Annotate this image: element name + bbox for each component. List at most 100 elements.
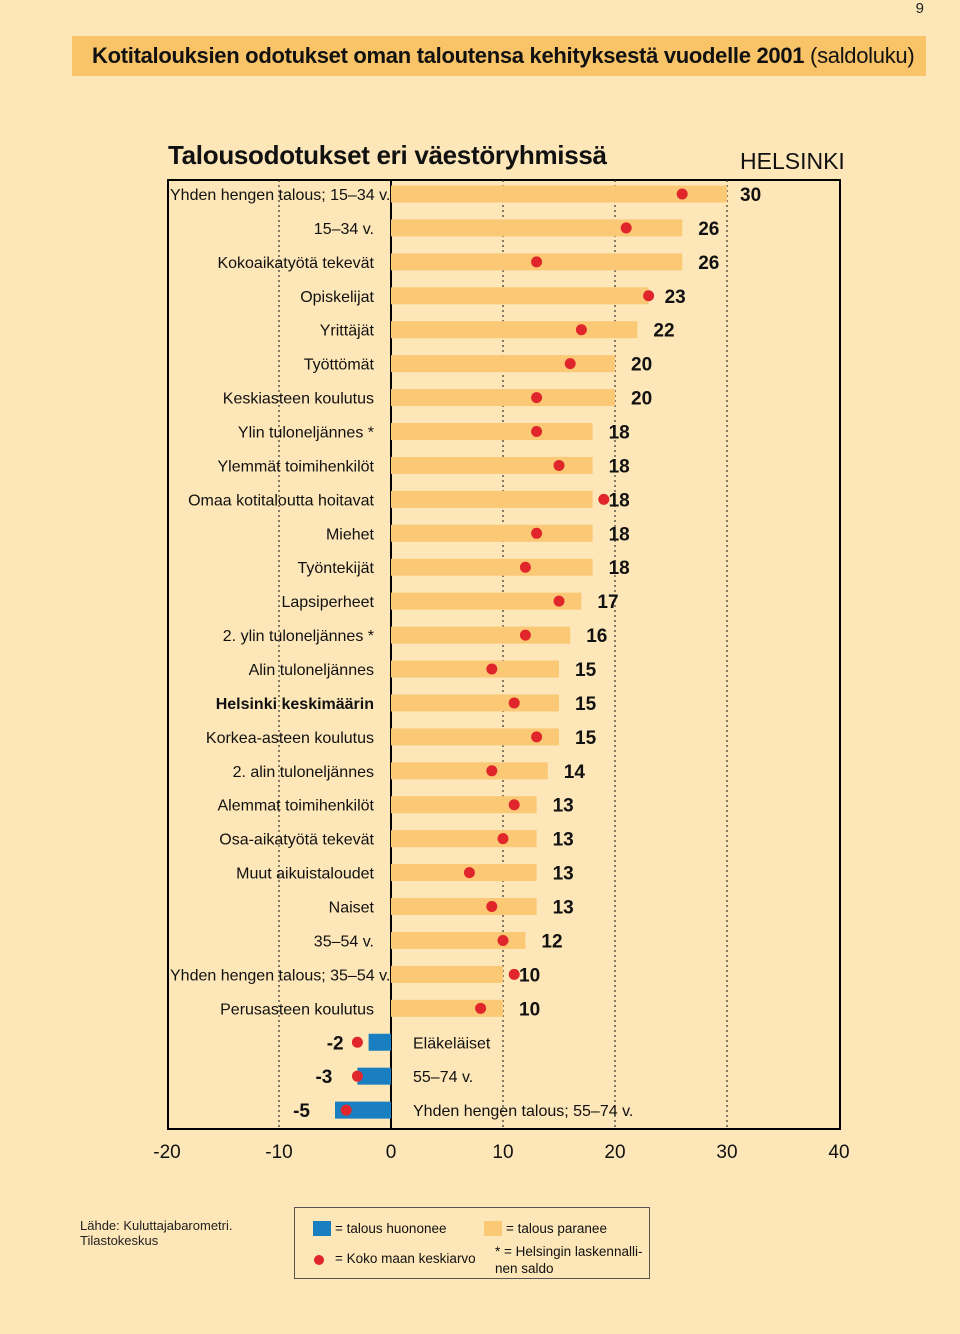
category-label-12: Lapsiperheet [281,594,374,611]
bar-7 [391,423,593,441]
bar-17 [391,762,548,780]
average-marker-24 [475,1002,487,1014]
value-label-8: 18 [609,456,630,477]
category-label-15: Helsinki keskimäärin [216,696,374,713]
category-label-24: Perusasteen koulutus [220,1001,374,1018]
average-marker-9 [598,493,610,505]
chart-title: Talousodotukset eri väestöryhmissä [168,140,607,170]
category-label-6: Keskiasteen koulutus [223,391,374,408]
bar-4 [391,321,638,339]
value-label-0: 30 [740,185,761,206]
category-label-22: 35–54 v. [314,933,374,950]
value-label-18: 13 [553,796,574,817]
bar-24 [391,999,503,1017]
category-label-1: 15–34 v. [314,221,374,238]
legend-swatch-better [484,1221,502,1236]
average-marker-27 [340,1104,352,1116]
bar-14 [391,660,559,678]
average-marker-2 [531,256,543,268]
value-label-15: 15 [575,694,597,715]
legend-dot-average [314,1255,324,1265]
category-label-25: Eläkeläiset [413,1035,491,1052]
legend-label-average: = Koko maan keskiarvo [335,1251,476,1266]
category-label-9: Omaa kotitaloutta hoitavat [188,492,374,509]
value-label-21: 13 [553,898,574,919]
category-label-7: Ylin tuloneljännes * [238,425,374,442]
source-line-2: Tilastokeskus [80,1233,159,1248]
bar-1 [391,219,683,237]
legend-note-line-1: * = Helsingin laskennalli- [495,1244,643,1259]
category-label-4: Yrittäjät [320,323,375,340]
average-marker-26 [351,1070,363,1082]
legend-label-worse: = talous huononee [335,1221,447,1236]
category-label-5: Työttömät [304,357,375,374]
average-marker-12 [553,595,565,607]
category-label-10: Miehet [326,526,375,543]
category-label-2: Kokoaikatyötä tekevät [217,255,374,272]
value-label-19: 13 [553,830,574,851]
average-marker-3 [643,290,655,302]
bar-20 [391,864,537,882]
x-tick-label-1: -10 [265,1142,292,1163]
bar-25 [368,1033,391,1051]
average-marker-14 [486,663,498,675]
average-marker-4 [575,324,587,336]
legend-note: * = Helsingin laskennalli- nen saldo [495,1243,642,1277]
value-label-24: 10 [519,999,540,1020]
category-label-23: Yhden hengen talous; 35–54 v. [170,967,390,984]
average-marker-19 [497,833,509,845]
value-label-23: 10 [519,965,540,986]
value-label-22: 12 [541,931,562,952]
bar-18 [391,796,537,814]
header-band: Kotitalouksien odotukset oman taloutensa… [72,36,926,76]
category-label-20: Muut aikuistaloudet [236,866,374,883]
value-label-13: 16 [586,626,607,647]
plot-frame [167,179,841,1130]
average-marker-6 [531,392,543,404]
legend-label-better: = talous paranee [506,1221,607,1236]
average-marker-13 [519,629,531,641]
value-label-9: 18 [609,490,630,511]
value-label-20: 13 [553,864,574,885]
region-label: HELSINKI [740,148,845,174]
average-marker-18 [508,799,520,811]
x-tick-label-4: 20 [604,1142,625,1163]
category-label-27: Yhden hengen talous; 55–74 v. [413,1103,633,1120]
bar-19 [391,830,537,848]
header-title-text: Kotitalouksien odotukset oman taloutensa… [92,43,805,68]
legend-swatch-worse [313,1221,331,1236]
value-label-2: 26 [698,253,719,274]
legend-note-line-2: nen saldo [495,1261,554,1276]
category-label-14: Alin tuloneljännes [249,662,374,679]
bar-9 [391,490,593,508]
average-marker-20 [463,867,475,879]
category-label-11: Työntekijät [298,560,375,577]
average-marker-0 [676,188,688,200]
category-label-18: Alemmat toimihenkilöt [218,798,375,815]
category-label-13: 2. ylin tuloneljännes * [223,628,374,645]
category-label-19: Osa-aikatyötä tekevät [219,832,374,849]
x-tick-label-3: 10 [492,1142,513,1163]
bar-3 [391,287,649,305]
x-tick-label-0: -20 [153,1142,180,1163]
source-note: Lähde: Kuluttajabarometri. Tilastokeskus [80,1218,232,1248]
bar-12 [391,592,582,610]
bar-0 [391,185,727,203]
average-marker-22 [497,934,509,946]
x-tick-label-5: 30 [716,1142,737,1163]
value-label-4: 22 [653,321,674,342]
average-marker-25 [351,1036,363,1048]
value-label-6: 20 [631,389,652,410]
category-label-8: Ylemmät toimihenkilöt [218,458,375,475]
value-label-7: 18 [609,423,630,444]
value-label-12: 17 [597,592,618,613]
value-label-3: 23 [665,287,686,308]
value-label-26: -3 [315,1067,332,1088]
average-marker-1 [620,222,632,234]
bar-6 [391,389,615,407]
value-label-5: 20 [631,355,652,376]
bar-16 [391,728,559,746]
value-label-25: -2 [327,1033,344,1054]
average-marker-7 [531,426,543,438]
